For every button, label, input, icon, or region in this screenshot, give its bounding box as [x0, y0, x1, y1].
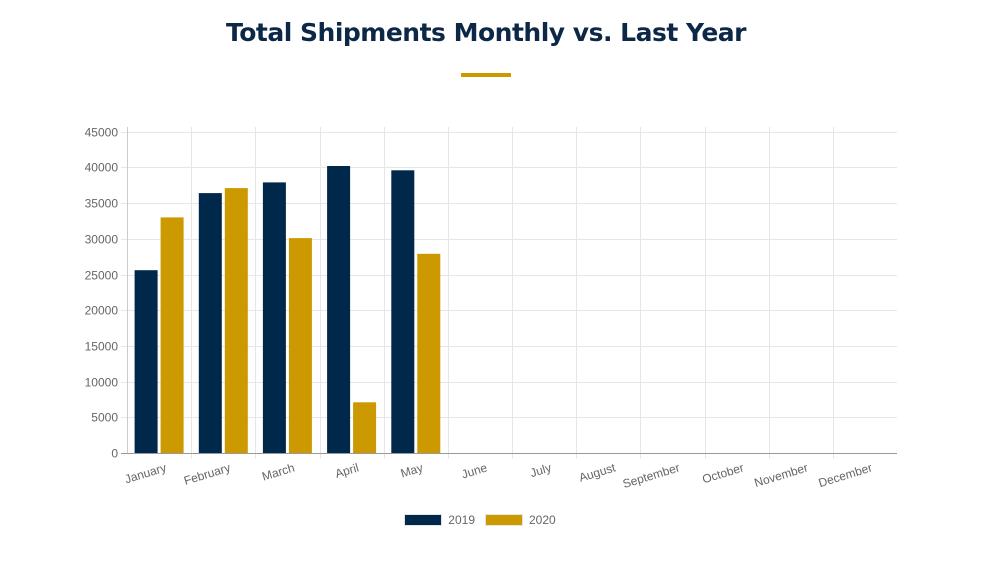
y-axis-ticks: 0 5000 10000 15000 20000 25000 30000 35000 40000… — [85, 126, 119, 461]
y-tick-label: 45000 — [85, 126, 119, 140]
bar-2020-may[interactable] — [417, 253, 441, 453]
y-tick-label: 10000 — [85, 376, 119, 390]
bar-2020-march[interactable] — [288, 238, 312, 453]
axes — [121, 127, 897, 454]
bar-2019-february[interactable] — [198, 193, 222, 453]
x-tick-label: November — [753, 460, 810, 490]
bar-2019-april[interactable] — [327, 166, 351, 453]
x-tick-label: April — [333, 460, 360, 480]
bar-2019-march[interactable] — [262, 182, 286, 453]
x-tick-label: October — [701, 460, 746, 486]
x-tick-label: December — [817, 460, 874, 490]
x-tick-label: June — [460, 460, 489, 481]
bars — [134, 166, 441, 454]
y-tick-label: 25000 — [85, 269, 119, 283]
bar-2020-april[interactable] — [353, 402, 377, 453]
x-axis-ticks: January February March April May June July Augu… — [123, 460, 874, 491]
x-tick-label: January — [123, 460, 168, 486]
x-tick-label: August — [577, 460, 617, 485]
x-tick-label: July — [528, 460, 553, 480]
title-underline-accent — [461, 73, 511, 77]
bar-2020-january[interactable] — [160, 217, 184, 453]
legend-swatch-2020 — [485, 514, 523, 526]
x-tick-label: September — [621, 460, 681, 491]
bar-2019-january[interactable] — [134, 270, 158, 453]
y-tick-label: 35000 — [85, 197, 119, 211]
legend: 2019 2020 — [0, 513, 960, 527]
legend-swatch-2019 — [404, 514, 443, 526]
chart-title: Total Shipments Monthly vs. Last Year — [226, 18, 746, 47]
bar-2019-may[interactable] — [391, 170, 415, 454]
x-tick-label: March — [260, 460, 296, 483]
y-tick-label: 40000 — [85, 161, 119, 175]
x-tick-label: February — [182, 460, 232, 487]
y-tick-label: 0 — [111, 447, 118, 461]
legend-label-2020: 2020 — [529, 513, 556, 527]
legend-item-2019[interactable]: 2019 — [404, 513, 475, 527]
grid-lines — [121, 127, 897, 459]
bar-2020-february[interactable] — [224, 188, 248, 453]
y-tick-label: 20000 — [85, 304, 119, 318]
x-tick-label: May — [399, 460, 425, 480]
y-tick-label: 30000 — [85, 233, 119, 247]
legend-label-2019: 2019 — [448, 513, 475, 527]
legend-item-2020[interactable]: 2020 — [485, 513, 556, 527]
y-tick-label: 15000 — [85, 340, 119, 354]
y-tick-label: 5000 — [91, 411, 118, 425]
